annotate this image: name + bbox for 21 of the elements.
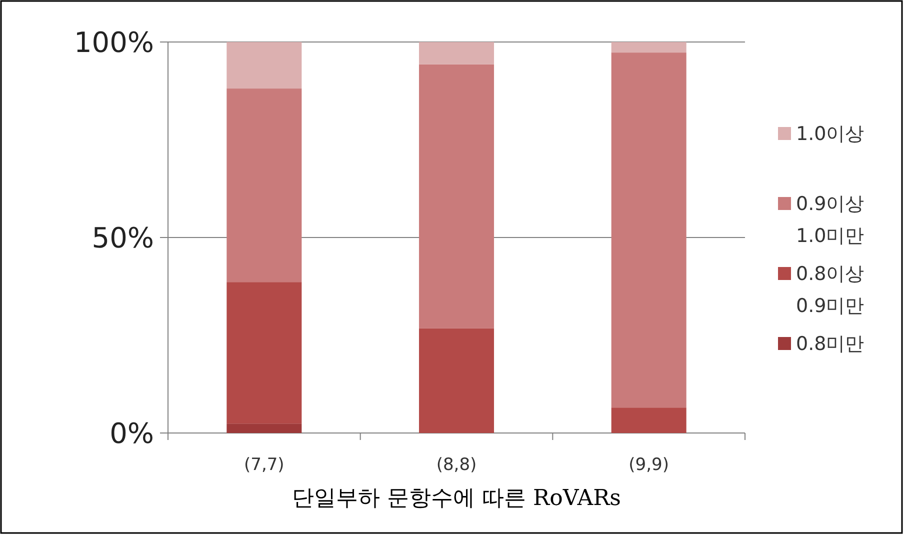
x-tick-label: (9,9) (628, 455, 669, 475)
bar (226, 424, 302, 433)
x-tick-label: (8,8) (436, 455, 477, 475)
legend-label: 0.8이상 0.9미만 (796, 263, 864, 317)
bar (418, 328, 494, 433)
y-tick-label: 100% (74, 26, 154, 59)
legend-label: 0.8미만 (796, 333, 864, 355)
bar (226, 88, 302, 282)
legend-label: 1.0이상 (796, 123, 864, 145)
bar (226, 282, 302, 424)
bar (611, 42, 686, 53)
bar (418, 42, 494, 64)
bar (418, 64, 494, 328)
bar (611, 52, 686, 408)
legend-label: 0.9이상 1.0미만 (796, 193, 864, 247)
bar (226, 42, 302, 89)
y-tick-label: 50% (92, 222, 154, 254)
x-tick-label: (7,7) (244, 455, 284, 475)
y-tick-label: 0% (110, 417, 154, 450)
bar (611, 408, 686, 433)
x-axis-title: 단일부하 문항수에 따른 RoVARs (292, 486, 621, 511)
